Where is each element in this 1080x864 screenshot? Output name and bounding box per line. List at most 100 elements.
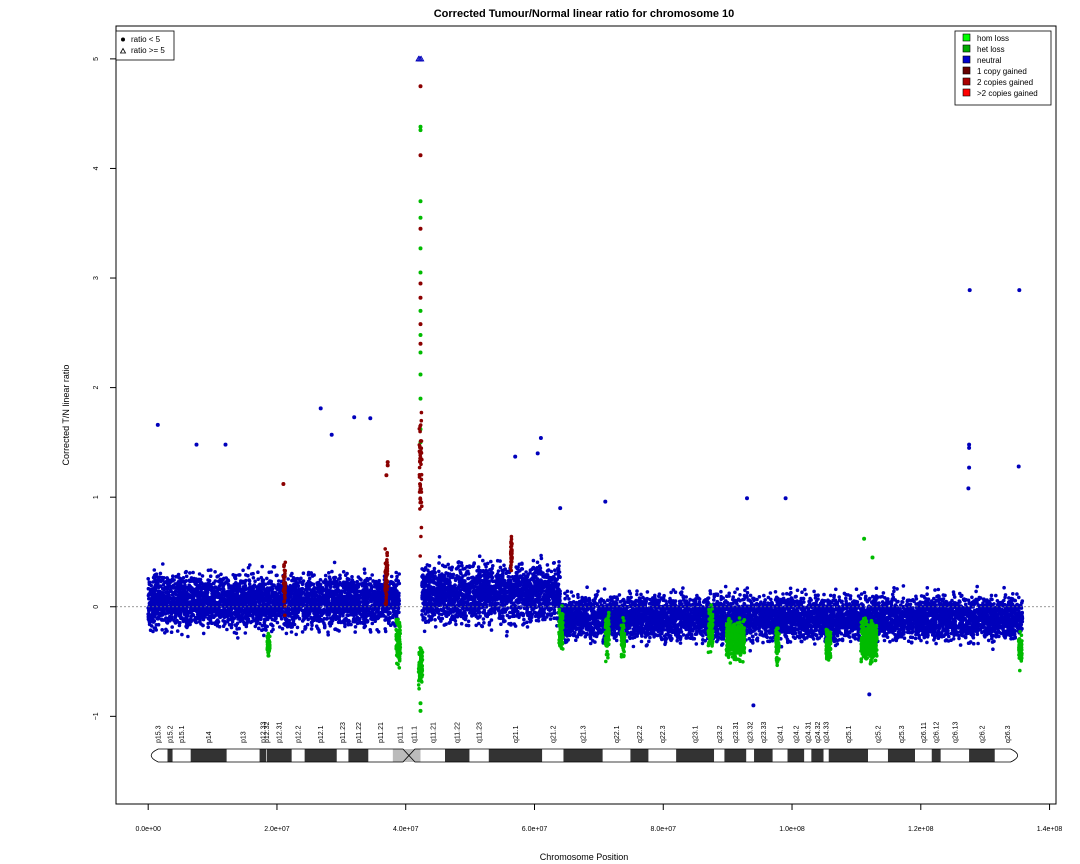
point-neutral	[233, 623, 238, 627]
point-neutral	[321, 580, 326, 584]
point-neutral	[289, 625, 293, 629]
point-neutral	[341, 595, 345, 599]
point-neutral	[195, 594, 199, 598]
point-neutral	[389, 574, 394, 579]
point-neutral	[179, 583, 183, 587]
point-neutral	[332, 560, 337, 565]
point-neutral	[380, 603, 385, 607]
point-neutral	[247, 602, 251, 607]
point-neutral	[254, 612, 258, 617]
point-neutral	[315, 581, 319, 585]
point-neutral	[431, 578, 436, 582]
point-neutral	[156, 617, 160, 621]
point-neutral	[360, 590, 364, 595]
point-neutral	[322, 598, 326, 602]
point-neutral	[241, 596, 245, 600]
point-neutral	[222, 596, 226, 601]
point-neutral	[466, 623, 471, 628]
point-neutral	[163, 631, 167, 635]
point-neutral	[548, 617, 553, 621]
point-neutral	[344, 580, 349, 584]
point-neutral	[268, 587, 273, 591]
point-neutral	[230, 592, 234, 597]
point-neutral	[271, 591, 276, 596]
point-neutral	[468, 597, 473, 601]
point-neutral	[383, 609, 388, 614]
point-neutral	[313, 594, 318, 598]
point-neutral	[375, 628, 379, 632]
point-neutral	[259, 575, 264, 580]
point-neutral	[493, 607, 497, 612]
point-neutral	[183, 600, 187, 604]
point-neutral	[240, 601, 244, 606]
point-neutral	[152, 619, 157, 623]
point-neutral	[258, 621, 262, 626]
point-neutral	[495, 578, 499, 583]
point-neutral	[341, 613, 345, 618]
point-neutral	[232, 611, 236, 616]
point-neutral	[244, 578, 248, 583]
point-neutral	[180, 579, 185, 583]
point-neutral	[371, 579, 375, 583]
point-neutral	[230, 588, 234, 592]
point-neutral	[171, 574, 175, 578]
point-neutral	[169, 609, 173, 613]
point-neutral	[178, 610, 182, 615]
point-neutral	[286, 599, 290, 603]
point-neutral	[216, 579, 221, 584]
point-neutral	[184, 574, 189, 579]
point-neutral	[432, 566, 437, 571]
point-neutral	[148, 620, 152, 624]
point-neutral	[233, 576, 238, 581]
point-neutral	[518, 574, 523, 578]
point-neutral	[246, 619, 251, 623]
point-neutral	[190, 613, 194, 618]
point-neutral	[287, 614, 291, 618]
point-neutral	[485, 561, 490, 566]
point-neutral	[191, 570, 195, 575]
point-neutral	[384, 616, 389, 621]
point-neutral	[362, 596, 366, 600]
point-neutral	[296, 592, 301, 596]
point-neutral	[150, 598, 155, 603]
point-neutral	[304, 582, 309, 587]
point-neutral	[339, 610, 344, 614]
point-neutral	[233, 598, 238, 602]
point-neutral	[219, 572, 223, 577]
point-neutral	[277, 612, 282, 616]
point-neutral	[381, 598, 385, 603]
point-neutral	[397, 572, 402, 576]
point-neutral	[275, 595, 279, 600]
point-neutral	[195, 583, 200, 588]
point-neutral	[266, 581, 271, 586]
point-neutral	[233, 593, 238, 598]
point-neutral	[541, 574, 545, 579]
point-neutral	[244, 573, 248, 577]
point-neutral	[333, 627, 338, 631]
point-neutral	[309, 581, 314, 586]
point-neutral	[222, 615, 226, 619]
point-neutral	[450, 614, 455, 618]
point-neutral	[257, 608, 261, 612]
point-neutral	[365, 586, 369, 591]
point-neutral	[336, 608, 340, 613]
point-neutral	[248, 613, 253, 618]
point-neutral	[294, 632, 299, 637]
point-neutral	[346, 590, 351, 595]
point-neutral	[231, 584, 235, 589]
point-neutral	[368, 598, 373, 602]
point-neutral	[502, 563, 506, 568]
point-neutral	[222, 619, 227, 624]
point-neutral	[545, 563, 550, 567]
point-neutral	[168, 600, 172, 604]
point-neutral	[188, 584, 193, 589]
point-neutral	[334, 581, 338, 585]
point-neutral	[548, 612, 552, 616]
point-neutral	[270, 600, 274, 605]
point-neutral	[292, 622, 297, 627]
point-neutral	[377, 578, 382, 583]
point-neutral	[333, 602, 338, 607]
point-neutral	[358, 611, 362, 616]
point-neutral	[381, 613, 385, 617]
point-neutral	[186, 634, 190, 639]
